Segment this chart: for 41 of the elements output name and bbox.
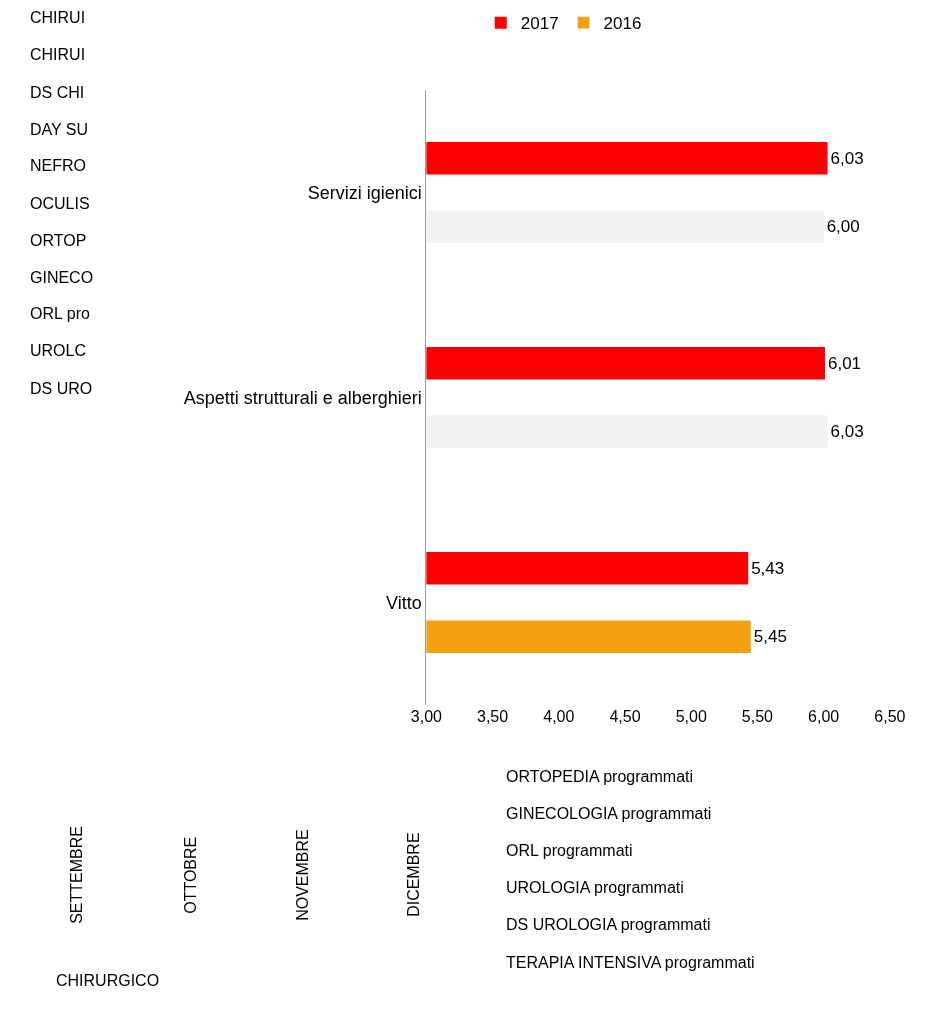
text: DAY SU — [30, 121, 89, 138]
text: NEFRO — [30, 157, 86, 174]
text: OCULIS — [30, 195, 90, 212]
x-tick-label: 6,50 — [874, 708, 906, 725]
legend-label: 2017 — [520, 14, 559, 34]
text: DS URO — [30, 380, 93, 397]
text: TERAPIA INTENSIVA programmati — [506, 954, 755, 971]
data-label: 6,03 — [830, 148, 864, 168]
data-label: 6,00 — [826, 217, 860, 237]
x-tick-label: 5,00 — [675, 708, 707, 725]
text: UROLOGIA programmati — [506, 879, 684, 896]
x-tick-label: 4,00 — [543, 708, 575, 725]
text: DICEMBRE — [404, 832, 422, 917]
text: CHIRURGICO — [56, 972, 160, 989]
x-tick-label: 6,00 — [808, 708, 840, 725]
text: DS UROLOGIA programmati — [506, 916, 711, 933]
data-label: 5,45 — [753, 627, 787, 647]
text: OTTOBRE — [181, 836, 199, 914]
x-tick-label: 3,50 — [477, 708, 509, 725]
text: ORTOP — [30, 232, 87, 249]
y-tick-label: Aspetti strutturali e alberghieri — [183, 387, 422, 408]
text: NOVEMBRE — [293, 829, 311, 921]
x-tick-label: 5,50 — [741, 708, 774, 725]
y-tick-label: Servizi igienici — [307, 182, 422, 203]
text: CHIRUI — [30, 46, 86, 63]
x-tick-label: 4,50 — [609, 708, 641, 725]
data-label: 6,03 — [830, 422, 864, 442]
text: CHIRUI — [30, 9, 86, 26]
data-label: 6,01 — [827, 353, 862, 373]
text: ORL programmati — [506, 842, 633, 859]
text: GINECOLOGIA programmati — [506, 805, 712, 822]
text: DS CHI — [30, 84, 85, 101]
text: SETTEMBRE — [67, 826, 85, 924]
x-tick-label: 3,00 — [410, 708, 443, 725]
text: GINECO — [30, 269, 94, 286]
text: ORTOPEDIA programmati — [506, 768, 694, 785]
text: ORL pro — [30, 305, 90, 322]
data-label: 5,43 — [751, 558, 785, 578]
legend-label: 2016 — [603, 14, 642, 34]
y-tick-label: Vitto — [386, 592, 422, 613]
text: UROLC — [30, 342, 87, 359]
